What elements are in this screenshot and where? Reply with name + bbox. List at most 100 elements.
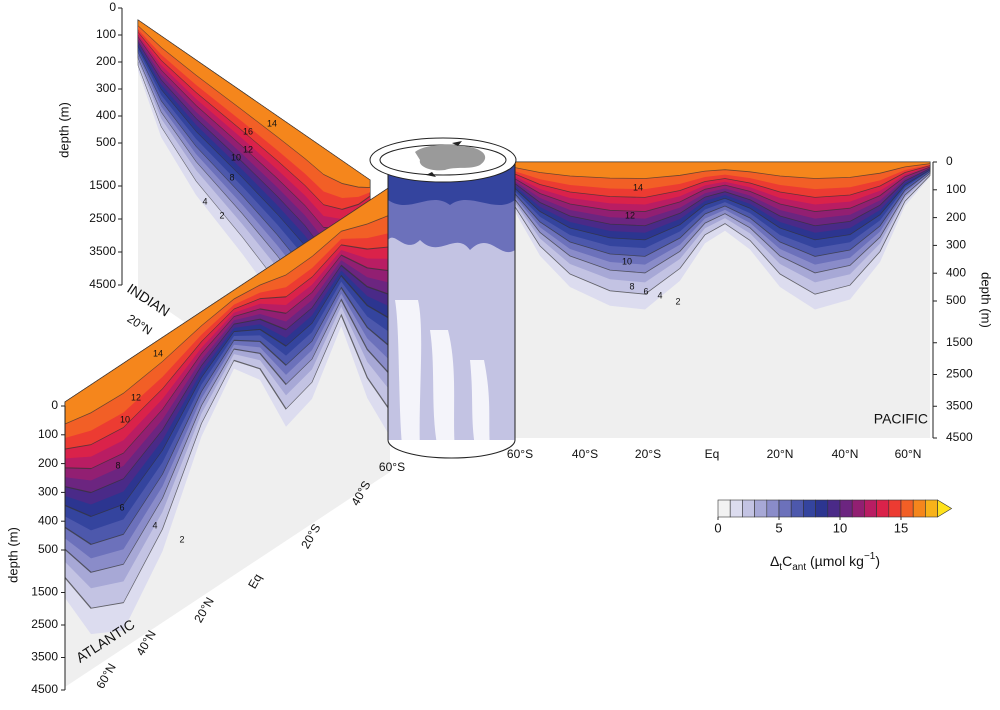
cylinder-bottom: [387, 439, 516, 459]
colorbar-swatch: [925, 499, 938, 518]
y-axis-label: depth (m): [56, 102, 71, 158]
contour-label: 8: [629, 281, 634, 291]
y-tick-label: 500: [38, 542, 58, 556]
y-tick-label: 500: [946, 293, 966, 307]
contour-label: 12: [625, 210, 635, 220]
y-tick-label: 3500: [31, 650, 58, 664]
colorbar-label-part: Δ: [770, 553, 779, 569]
colorbar-swatch: [839, 499, 853, 518]
flow-arrow: [426, 172, 436, 177]
flow-arrow: [452, 141, 462, 146]
colorbar-swatch: [729, 499, 743, 518]
colorbar-swatch: [815, 499, 829, 518]
colorbar-label: ΔtCant (µmol kg−1): [770, 551, 880, 573]
x-tick-label: Eq: [705, 447, 720, 461]
y-tick-label: 100: [946, 182, 966, 196]
x-tick-label: 60°N: [895, 447, 922, 461]
colorbar-swatch: [803, 499, 816, 518]
y-tick-label: 200: [38, 456, 58, 470]
colorbar-swatch: [888, 499, 902, 518]
x-tick-label: 20°S: [635, 447, 661, 461]
contour-label: 14: [267, 118, 277, 128]
cylinder-fill: [470, 360, 490, 452]
colorbar-swatch: [790, 499, 804, 518]
colorbar-label-part: t: [779, 562, 782, 573]
contour-label: 16: [243, 126, 253, 136]
y-tick-label: 0: [51, 398, 58, 412]
y-tick-label: 400: [38, 513, 58, 527]
contour-label: 6: [119, 502, 124, 512]
colorbar-tick-label: 0: [714, 520, 721, 535]
colorbar-swatch: [778, 499, 792, 518]
colorbar-label-part: (µmol kg: [806, 553, 864, 569]
contour-label: 4: [202, 196, 207, 206]
y-tick-label: 3500: [89, 244, 116, 258]
y-axis-label: depth (m): [979, 272, 994, 328]
cylinder-fill: [430, 330, 455, 452]
colorbar-swatch: [900, 499, 914, 518]
colorbar-swatch: [876, 499, 890, 518]
colorbar-tick-label: 5: [775, 520, 782, 535]
y-axis-label: depth (m): [5, 527, 20, 583]
contour-label: 8: [229, 172, 234, 182]
y-tick-label: 0: [946, 154, 953, 168]
contour-label: 2: [179, 534, 184, 544]
colorbar-swatch: [742, 499, 755, 518]
cylinder-fill: [395, 300, 422, 450]
y-tick-label: 2500: [89, 211, 116, 225]
colorbar-swatch: [864, 499, 877, 518]
y-tick-label: 2500: [946, 367, 973, 381]
panel-label: PACIFIC: [874, 411, 928, 427]
contour-label: 10: [231, 152, 241, 162]
contour-label: 14: [633, 182, 643, 192]
contour-label: 10: [120, 414, 130, 424]
pacific-section: [514, 161, 931, 438]
y-tick-label: 100: [38, 427, 58, 441]
contour-fill: [64, 186, 391, 425]
indian-section: [137, 19, 371, 451]
x-tick-label: Eq: [245, 571, 264, 591]
y-tick-label: 1500: [946, 335, 973, 349]
x-tick-label: 60°S: [379, 460, 405, 474]
y-tick-label: 300: [96, 81, 116, 95]
contour-label: 12: [243, 144, 253, 154]
colorbar-extension: [937, 499, 953, 518]
y-tick-label: 200: [946, 210, 966, 224]
y-tick-label: 4500: [89, 277, 116, 291]
atlantic-section: [64, 186, 391, 687]
contour-label: 12: [131, 392, 141, 402]
contour-label: 6: [643, 286, 648, 296]
colorbar: 0 5 10 15 ΔtCant (µmol kg−1): [714, 499, 953, 573]
contour-label: 4: [657, 290, 662, 300]
southern-ocean-cylinder: [369, 137, 517, 459]
colorbar-swatch: [717, 499, 731, 518]
y-tick-label: 2500: [31, 617, 58, 631]
colorbar-tick-label: 10: [833, 520, 847, 535]
contour-label: 2: [219, 210, 224, 220]
colorbar-swatch: [827, 499, 841, 518]
contour-label: 2: [675, 296, 680, 306]
y-tick-label: 100: [96, 27, 116, 41]
y-tick-label: 4500: [31, 682, 58, 696]
y-tick-label: 400: [946, 265, 966, 279]
y-tick-label: 300: [38, 485, 58, 499]
contour-fill: [137, 19, 371, 189]
colorbar-swatch: [851, 499, 865, 518]
colorbar-label-part: ): [875, 553, 880, 569]
colorbar-label-part: −1: [864, 551, 876, 562]
y-tick-label: 500: [96, 135, 116, 149]
colorbar-label-part: ant: [792, 562, 806, 573]
colorbar-label-part: C: [782, 553, 792, 569]
colorbar-swatch: [912, 499, 926, 518]
contour-label: 14: [153, 348, 163, 358]
contour-label: 8: [115, 460, 120, 470]
y-tick-label: 0: [109, 0, 116, 14]
x-tick-label: 20°N: [125, 311, 155, 337]
colorbar-swatch: [766, 499, 780, 518]
x-tick-label: 40°N: [832, 447, 859, 461]
contour-label: 10: [622, 256, 632, 266]
y-tick-label: 3500: [946, 398, 973, 412]
y-tick-label: 200: [96, 54, 116, 68]
y-tick-label: 300: [946, 238, 966, 252]
